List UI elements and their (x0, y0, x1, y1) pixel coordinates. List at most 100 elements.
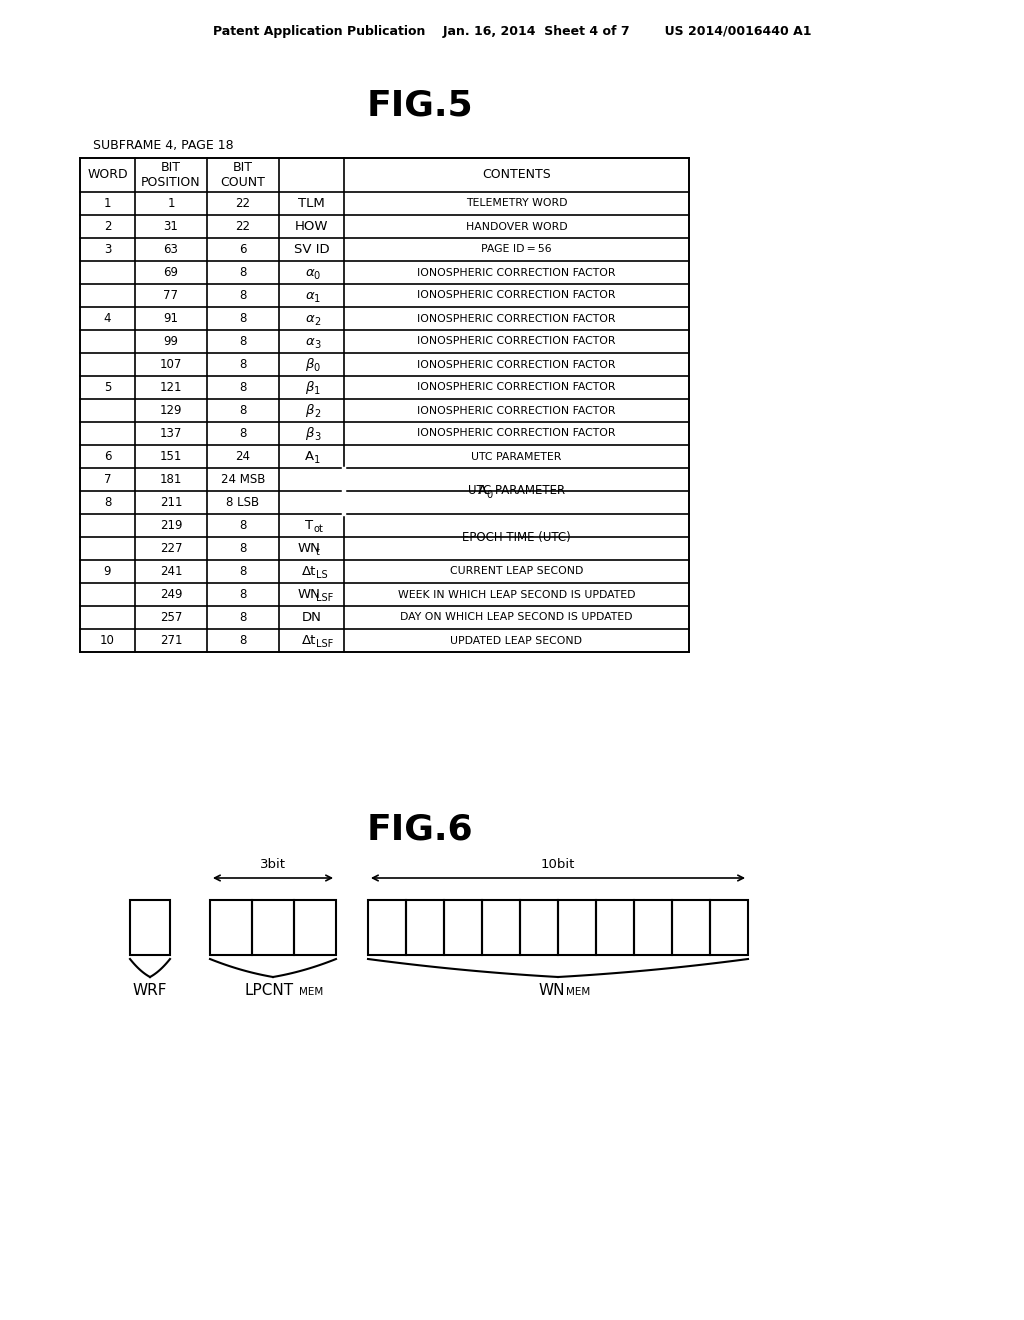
Text: Δt: Δt (302, 634, 316, 647)
Text: LSF: LSF (316, 639, 334, 649)
Text: 2: 2 (103, 220, 112, 234)
Text: CONTENTS: CONTENTS (482, 169, 551, 181)
Bar (710, 900, 748, 954)
Text: 22: 22 (236, 220, 251, 234)
Text: α: α (305, 312, 314, 325)
Text: UTC PARAMETER: UTC PARAMETER (471, 451, 562, 462)
Text: IONOSPHERIC CORRECTION FACTOR: IONOSPHERIC CORRECTION FACTOR (417, 383, 615, 392)
Text: WN: WN (298, 543, 321, 554)
Bar (294, 900, 336, 954)
Text: 241: 241 (160, 565, 182, 578)
Text: T: T (305, 519, 313, 532)
Text: 77: 77 (164, 289, 178, 302)
Bar (406, 900, 444, 954)
Text: 8: 8 (240, 634, 247, 647)
Text: 3bit: 3bit (260, 858, 286, 871)
Text: 5: 5 (103, 381, 112, 393)
Text: LS: LS (316, 570, 328, 579)
Text: 4: 4 (103, 312, 112, 325)
Text: DN: DN (301, 611, 322, 624)
Text: DAY ON WHICH LEAP SECOND IS UPDATED: DAY ON WHICH LEAP SECOND IS UPDATED (400, 612, 633, 623)
Text: 1: 1 (167, 197, 175, 210)
Bar (210, 900, 252, 954)
Text: 137: 137 (160, 426, 182, 440)
Text: 107: 107 (160, 358, 182, 371)
Text: UPDATED LEAP SECOND: UPDATED LEAP SECOND (451, 635, 583, 645)
Bar (596, 900, 634, 954)
Text: 8 LSB: 8 LSB (226, 496, 259, 510)
Text: β: β (305, 381, 313, 393)
Text: WN: WN (298, 587, 321, 601)
Text: 0: 0 (314, 363, 321, 374)
Text: 129: 129 (160, 404, 182, 417)
Text: IONOSPHERIC CORRECTION FACTOR: IONOSPHERIC CORRECTION FACTOR (417, 429, 615, 438)
Text: PAGE ID = 56: PAGE ID = 56 (481, 244, 552, 255)
Text: 8: 8 (103, 496, 112, 510)
Text: TLM: TLM (298, 197, 325, 210)
Text: TELEMETRY WORD: TELEMETRY WORD (466, 198, 567, 209)
Text: 8: 8 (240, 312, 247, 325)
Text: LPCNT: LPCNT (245, 983, 294, 998)
Text: 3: 3 (314, 432, 321, 442)
Text: t: t (316, 546, 321, 557)
Text: IONOSPHERIC CORRECTION FACTOR: IONOSPHERIC CORRECTION FACTOR (417, 314, 615, 323)
Text: 8: 8 (240, 381, 247, 393)
Text: 3: 3 (103, 243, 112, 256)
Text: 121: 121 (160, 381, 182, 393)
Text: 1: 1 (103, 197, 112, 210)
Bar (634, 900, 672, 954)
Bar (520, 900, 558, 954)
Text: 8: 8 (240, 289, 247, 302)
Text: 1: 1 (314, 387, 321, 396)
Text: 0: 0 (486, 490, 493, 499)
Text: 24 MSB: 24 MSB (221, 473, 265, 486)
Text: WN: WN (539, 983, 565, 998)
Text: 8: 8 (240, 611, 247, 624)
Text: α: α (305, 335, 314, 348)
Text: UTC PARAMETER: UTC PARAMETER (468, 484, 565, 498)
Text: IONOSPHERIC CORRECTION FACTOR: IONOSPHERIC CORRECTION FACTOR (417, 359, 615, 370)
Text: 6: 6 (103, 450, 112, 463)
Text: 91: 91 (164, 312, 178, 325)
Text: 249: 249 (160, 587, 182, 601)
Text: 227: 227 (160, 543, 182, 554)
Text: HANDOVER WORD: HANDOVER WORD (466, 222, 567, 231)
Text: β: β (305, 404, 313, 417)
Text: Patent Application Publication    Jan. 16, 2014  Sheet 4 of 7        US 2014/001: Patent Application Publication Jan. 16, … (213, 25, 811, 38)
Text: 3: 3 (314, 341, 321, 350)
Text: 271: 271 (160, 634, 182, 647)
Text: BIT
POSITION: BIT POSITION (141, 161, 201, 189)
Text: HOW: HOW (295, 220, 329, 234)
Text: 2: 2 (314, 409, 321, 420)
Text: 99: 99 (164, 335, 178, 348)
Text: 8: 8 (240, 267, 247, 279)
Text: 151: 151 (160, 450, 182, 463)
Text: FIG.6: FIG.6 (367, 813, 473, 847)
Text: 2: 2 (314, 317, 321, 327)
Text: 7: 7 (103, 473, 112, 486)
Text: 8: 8 (240, 587, 247, 601)
Text: 8: 8 (240, 358, 247, 371)
Text: 0: 0 (314, 271, 321, 281)
Text: IONOSPHERIC CORRECTION FACTOR: IONOSPHERIC CORRECTION FACTOR (417, 337, 615, 346)
Text: SUBFRAME 4, PAGE 18: SUBFRAME 4, PAGE 18 (93, 139, 233, 152)
Text: MEM: MEM (299, 987, 324, 997)
Text: 1: 1 (314, 455, 321, 465)
Text: LSF: LSF (316, 593, 334, 603)
Text: FIG.5: FIG.5 (367, 88, 473, 121)
Text: IONOSPHERIC CORRECTION FACTOR: IONOSPHERIC CORRECTION FACTOR (417, 290, 615, 301)
Text: 181: 181 (160, 473, 182, 486)
Text: 10: 10 (100, 634, 115, 647)
Text: 1: 1 (314, 294, 321, 304)
Text: 8: 8 (240, 519, 247, 532)
Text: 63: 63 (164, 243, 178, 256)
Text: WEEK IN WHICH LEAP SECOND IS UPDATED: WEEK IN WHICH LEAP SECOND IS UPDATED (397, 590, 635, 599)
Text: 8: 8 (240, 335, 247, 348)
Text: 24: 24 (236, 450, 251, 463)
Text: 6: 6 (240, 243, 247, 256)
Text: MEM: MEM (566, 987, 590, 997)
Text: 8: 8 (240, 543, 247, 554)
Text: 10bit: 10bit (541, 858, 575, 871)
Text: α: α (305, 267, 314, 279)
Text: 8: 8 (240, 404, 247, 417)
